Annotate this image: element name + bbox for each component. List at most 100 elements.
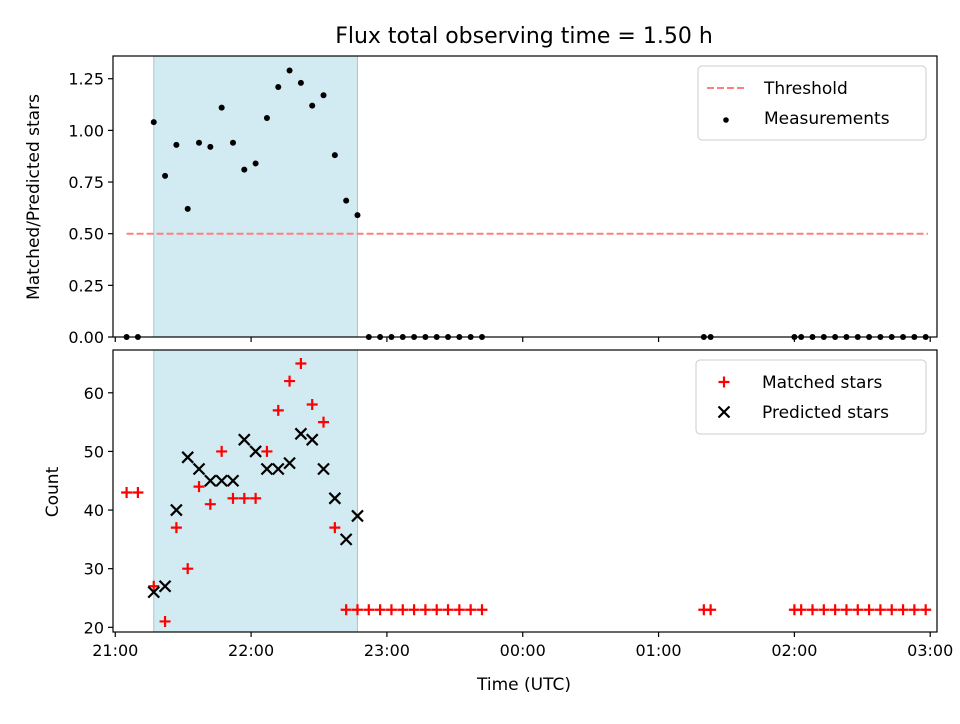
predicted-star-point — [283, 456, 296, 470]
top-y-tick-label: 0.00 — [68, 328, 104, 347]
matched-star-point — [705, 604, 717, 616]
x-axis-label: Time (UTC) — [476, 675, 571, 695]
predicted-star-point — [351, 509, 364, 523]
top-legend: Threshold Measurements — [697, 65, 927, 141]
matched-star-point — [408, 604, 420, 616]
measurement-point — [320, 92, 327, 99]
top-legend-box — [697, 65, 927, 141]
x-tick-label: 02:00 — [771, 641, 817, 660]
matched-star-point — [238, 492, 250, 504]
matched-star-point — [329, 522, 341, 534]
measurement-point — [331, 152, 338, 159]
measurement-point — [275, 83, 282, 90]
measurement-point — [309, 102, 316, 109]
top-y-tick-label: 1.25 — [68, 70, 104, 89]
matched-star-point — [920, 604, 932, 616]
matched-star-point — [193, 481, 205, 493]
matched-star-point — [886, 604, 898, 616]
predicted-star-point — [294, 427, 308, 441]
matched-star-point — [852, 604, 864, 616]
bottom-axes-frame — [112, 349, 938, 633]
measurement-point — [207, 143, 214, 150]
measurement-point — [162, 172, 169, 179]
matched-star-point — [182, 563, 194, 575]
bottom-panel: 20 30 40 50 60 21:00 22:00 23:00 00:00 01:00 02:00… — [43, 349, 953, 660]
matched-star-point — [261, 445, 273, 457]
predicted-star-point — [158, 579, 172, 593]
predicted-star-point — [328, 492, 342, 505]
bottom-plot-area: 20 30 40 50 60 21:00 22:00 23:00 00:00 01:00 02:00… — [84, 349, 953, 660]
matched-star-point — [874, 604, 886, 616]
legend-label: Matched stars — [762, 373, 882, 393]
predicted-star-point — [215, 474, 228, 488]
predicted-star-point — [170, 503, 183, 517]
matched-star-point — [419, 604, 431, 616]
matched-star-point — [795, 604, 807, 616]
x-tick-label: 00:00 — [500, 641, 546, 660]
matched-star-point — [431, 604, 443, 616]
top-y-tick-label: 0.50 — [68, 225, 104, 244]
matched-star-point — [204, 498, 216, 510]
top-y-tick-label: 0.75 — [68, 173, 104, 192]
measurement-point — [173, 141, 180, 148]
predicted-star-point — [147, 585, 161, 599]
bottom-observing-window-span — [153, 349, 358, 633]
measurement-point — [196, 139, 203, 146]
measurement-point — [150, 119, 157, 126]
matched-star-point — [476, 604, 488, 616]
matched-star-point — [295, 357, 307, 369]
bottom-legend: Matched stars Predicted stars — [695, 359, 927, 435]
legend-predicted-swatch — [717, 405, 731, 419]
measurement-point — [241, 166, 248, 173]
legend-label: Threshold — [763, 79, 848, 99]
matched-star-point — [340, 604, 352, 616]
legend-measurement-swatch — [723, 117, 729, 123]
matched-star-point — [170, 522, 182, 534]
measurement-point — [184, 205, 191, 212]
measurement-point — [286, 67, 293, 74]
top-panel: 0.00 0.25 0.50 0.75 1.00 1.25 Threshold Measure… — [24, 55, 938, 347]
chart-title: Flux total observing time = 1.50 h — [335, 24, 713, 49]
x-tick-label: 21:00 — [92, 641, 138, 660]
bottom-y-axis-label: Count — [43, 466, 63, 517]
matched-star-point — [818, 604, 830, 616]
bottom-legend-box — [695, 359, 927, 435]
predicted-star-point — [271, 462, 285, 476]
matched-star-point — [863, 604, 875, 616]
x-tick-label: 23:00 — [364, 641, 410, 660]
matched-star-point — [227, 492, 239, 504]
matched-star-point — [216, 445, 228, 457]
measurement-point — [343, 197, 350, 204]
matched-star-point — [840, 604, 852, 616]
predicted-star-point — [249, 445, 262, 458]
matched-star-point — [318, 416, 330, 428]
predicted-star-point — [204, 474, 217, 488]
predicted-star-point — [192, 462, 206, 476]
legend-matched-swatch — [718, 376, 730, 388]
matched-star-point — [159, 615, 171, 627]
matched-star-point — [453, 604, 465, 616]
bottom-y-tick-label: 40 — [84, 501, 104, 520]
matched-star-point — [374, 604, 386, 616]
matched-star-point — [351, 604, 363, 616]
legend-label: Measurements — [764, 109, 890, 129]
predicted-star-point — [226, 474, 240, 488]
matched-star-point — [397, 604, 409, 616]
matched-star-point — [306, 399, 318, 411]
matched-star-point — [442, 604, 454, 616]
measurement-point — [297, 79, 304, 86]
predicted-star-point — [238, 433, 251, 446]
matched-star-point — [908, 604, 920, 616]
measurement-point — [263, 114, 270, 121]
legend-label: Predicted stars — [762, 403, 889, 423]
predicted-star-point — [181, 451, 194, 464]
matched-star-point — [806, 604, 818, 616]
measurement-point — [354, 212, 361, 219]
predicted-star-point — [260, 462, 274, 476]
matched-star-point — [897, 604, 909, 616]
matched-star-point — [284, 375, 296, 387]
matched-star-point — [148, 580, 160, 592]
top-y-tick-label: 1.00 — [68, 121, 104, 140]
